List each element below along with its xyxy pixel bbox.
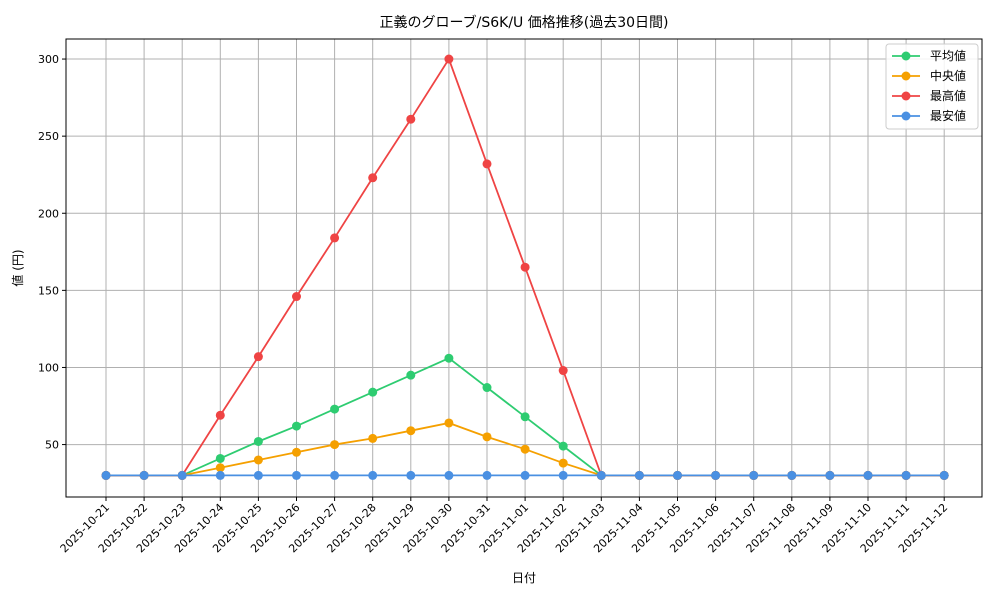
data-point bbox=[139, 470, 149, 480]
data-point bbox=[330, 404, 340, 414]
data-point bbox=[292, 447, 301, 457]
data-point bbox=[482, 432, 492, 442]
legend-marker bbox=[901, 111, 911, 121]
data-point bbox=[292, 292, 301, 302]
series-最安値 bbox=[101, 470, 949, 480]
data-point bbox=[406, 114, 416, 124]
data-point bbox=[330, 470, 340, 480]
data-point bbox=[406, 470, 416, 480]
legend-marker bbox=[901, 51, 911, 61]
data-point bbox=[444, 54, 454, 64]
data-point bbox=[253, 470, 263, 480]
data-point bbox=[406, 370, 416, 380]
data-point bbox=[406, 426, 416, 436]
data-point bbox=[558, 366, 568, 376]
data-point bbox=[215, 453, 225, 463]
data-point bbox=[330, 233, 340, 243]
data-point bbox=[215, 410, 225, 420]
x-axis-title: 日付 bbox=[512, 571, 536, 585]
data-point bbox=[520, 470, 530, 480]
data-point bbox=[558, 470, 568, 480]
data-point bbox=[749, 470, 759, 480]
y-tick-label: 100 bbox=[38, 361, 59, 374]
y-tick-label: 200 bbox=[38, 207, 59, 220]
data-point bbox=[634, 470, 644, 480]
data-point bbox=[482, 470, 492, 480]
data-point bbox=[558, 441, 568, 451]
legend-label: 平均値 bbox=[930, 48, 966, 63]
y-tick-label: 50 bbox=[45, 439, 59, 452]
data-point bbox=[596, 470, 606, 480]
data-point bbox=[901, 470, 911, 480]
data-point bbox=[444, 470, 454, 480]
data-point bbox=[444, 353, 454, 363]
series-layer bbox=[101, 54, 949, 480]
data-point bbox=[825, 470, 835, 480]
data-point bbox=[520, 262, 530, 272]
data-point bbox=[368, 387, 378, 397]
legend-box bbox=[885, 43, 979, 130]
chart-title: 正義のグローブ/S6K/U 価格推移(過去30日間) bbox=[379, 14, 668, 31]
data-point bbox=[253, 455, 263, 465]
data-point bbox=[520, 412, 530, 422]
data-point bbox=[711, 470, 721, 480]
data-point bbox=[368, 173, 378, 183]
data-point bbox=[482, 383, 492, 393]
plot-frame bbox=[65, 38, 983, 498]
data-point bbox=[368, 470, 378, 480]
y-tick-label: 300 bbox=[38, 53, 59, 66]
data-point bbox=[863, 470, 873, 480]
data-point bbox=[215, 463, 225, 473]
data-point bbox=[253, 352, 263, 362]
y-tick-label: 250 bbox=[38, 130, 59, 143]
data-point bbox=[444, 418, 454, 428]
data-point bbox=[520, 444, 530, 454]
data-point bbox=[787, 470, 797, 480]
data-point bbox=[253, 436, 263, 446]
data-point bbox=[177, 470, 187, 480]
legend-label: 中央値 bbox=[930, 68, 966, 83]
data-point bbox=[215, 470, 225, 480]
data-point bbox=[482, 159, 492, 169]
data-point bbox=[939, 470, 949, 480]
data-point bbox=[292, 470, 301, 480]
data-point bbox=[101, 470, 111, 480]
data-point bbox=[558, 458, 568, 468]
legend-label: 最高値 bbox=[930, 88, 966, 103]
legend-label: 最安値 bbox=[930, 108, 966, 123]
y-tick-label: 150 bbox=[38, 284, 59, 297]
data-point bbox=[673, 470, 682, 480]
y-axis-title: 値 (円) bbox=[10, 249, 25, 286]
legend-marker bbox=[901, 71, 911, 81]
legend-marker bbox=[901, 91, 911, 101]
x-axis-ticks: 2025-10-212025-10-222025-10-232025-10-24… bbox=[58, 497, 950, 555]
y-axis-ticks: 50 100 150 200 250 300 bbox=[38, 53, 66, 452]
data-point bbox=[330, 440, 340, 450]
data-point bbox=[368, 433, 378, 443]
data-point bbox=[292, 421, 301, 431]
